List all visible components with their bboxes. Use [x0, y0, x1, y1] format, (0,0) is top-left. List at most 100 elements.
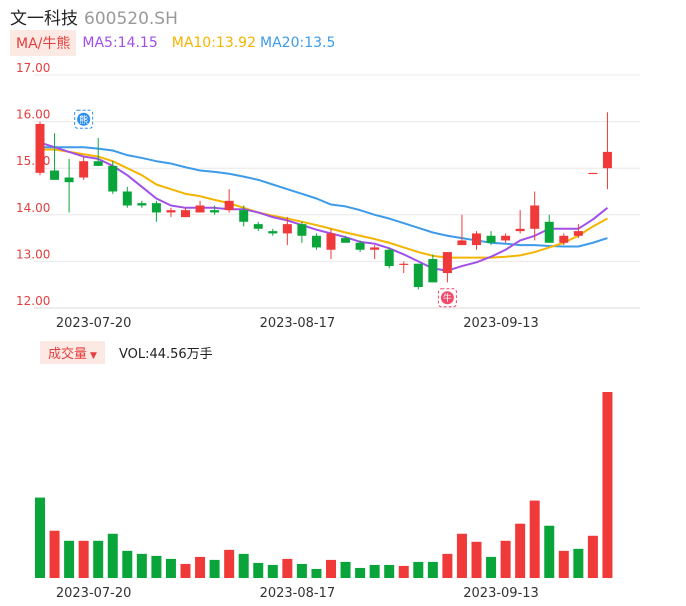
candle	[166, 207, 176, 218]
candle	[544, 214, 554, 243]
candle-body	[602, 151, 612, 169]
volume-bar	[558, 550, 569, 578]
candle-body	[530, 205, 540, 229]
candle-body	[195, 205, 205, 213]
candlesticks	[35, 112, 612, 290]
candle	[399, 261, 409, 274]
volume-indicator-dropdown[interactable]: 成交量 ▼	[40, 341, 105, 364]
volume-bar	[486, 556, 497, 578]
candle	[428, 254, 438, 283]
volume-x-tick-label: 2023-07-20	[56, 586, 132, 601]
volume-bar	[282, 558, 293, 578]
candle	[457, 214, 467, 246]
candle-body	[370, 247, 380, 250]
volume-x-axis: 2023-07-20 2023-08-17 2023-09-13	[56, 586, 539, 601]
candle-body	[428, 259, 438, 283]
candle	[341, 235, 351, 243]
candle-body	[137, 203, 147, 206]
candle	[588, 172, 598, 175]
candle-body	[384, 249, 394, 267]
candle	[239, 205, 249, 227]
volume-bar	[238, 553, 249, 578]
bear-marker: 熊	[74, 109, 94, 129]
candle-body	[297, 224, 307, 236]
candle	[64, 158, 74, 213]
price-grid	[34, 74, 640, 309]
volume-bar	[413, 561, 424, 578]
marker-frame	[74, 109, 94, 129]
volume-bar	[340, 561, 351, 578]
candle	[559, 233, 569, 246]
candle-body	[559, 235, 569, 243]
price-y-tick-label: 17.00	[16, 61, 50, 75]
volume-bar	[122, 550, 133, 578]
candle-body	[151, 203, 161, 213]
price-x-tick-label: 2023-07-20	[56, 316, 132, 331]
candle	[195, 200, 205, 213]
volume-bar	[136, 553, 147, 578]
volume-bar	[93, 540, 104, 578]
volume-bar	[398, 565, 409, 578]
ma10-legend: MA10:13.92	[171, 35, 257, 51]
candle	[108, 161, 118, 194]
candle	[35, 121, 45, 176]
candle	[530, 191, 540, 241]
candle-body	[326, 233, 336, 250]
volume-x-tick-label: 2023-09-13	[463, 586, 539, 601]
price-y-tick-label: 14.00	[16, 201, 50, 215]
candle-body	[399, 263, 409, 265]
price-y-axis: 17.00 16.00 15.00 14.00 13.00 12.00	[16, 61, 50, 308]
candle	[442, 252, 452, 283]
price-x-axis: 2023-07-20 2023-08-17 2023-09-13	[56, 316, 539, 331]
volume-value: VOL:44.56万手	[118, 347, 213, 362]
candle-body	[224, 200, 234, 211]
ma-legend: MA/牛熊 MA5:14.15 MA10:13.92 MA20:13.5	[10, 30, 339, 56]
candle	[515, 210, 525, 234]
volume-x-tick-label: 2023-08-17	[260, 586, 336, 601]
stock-code: 600520.SH	[84, 9, 178, 29]
volume-bar	[369, 564, 380, 578]
volume-bar	[529, 500, 540, 578]
candle	[472, 231, 481, 250]
volume-bar	[602, 392, 613, 578]
candle-body	[486, 235, 496, 243]
volume-bar	[544, 525, 555, 578]
volume-bar	[355, 567, 366, 578]
candle	[181, 207, 190, 218]
volume-bars	[35, 392, 613, 578]
candle-body	[472, 233, 481, 246]
volume-bar	[442, 553, 453, 578]
candle-body	[181, 210, 190, 218]
candle	[122, 186, 132, 208]
volume-bar	[515, 523, 526, 578]
volume-bar	[267, 564, 278, 578]
candle-body	[268, 231, 278, 234]
volume-bar	[326, 559, 336, 578]
candle	[210, 205, 220, 215]
price-y-tick-label: 12.00	[16, 294, 50, 308]
candle-body	[413, 263, 423, 288]
candle-body	[442, 252, 452, 274]
candle	[282, 217, 292, 246]
candle	[486, 231, 496, 246]
candle	[79, 156, 89, 180]
candle-body	[544, 221, 554, 243]
ma-indicator-tab[interactable]: MA/牛熊	[10, 30, 77, 56]
candle	[384, 247, 394, 269]
candle	[326, 228, 336, 260]
candle-body	[50, 170, 60, 180]
volume-bar	[456, 533, 467, 578]
ma5-legend: MA5:14.15	[82, 35, 158, 51]
candle-body	[573, 231, 583, 236]
volume-indicator-label: 成交量	[48, 347, 88, 362]
caret-down-icon: ▼	[90, 351, 97, 361]
price-x-tick-label: 2023-08-17	[260, 316, 336, 331]
candle	[50, 133, 60, 180]
candle	[93, 137, 103, 166]
candle	[268, 228, 278, 236]
candle-body	[457, 240, 467, 246]
bull-icon	[440, 291, 454, 305]
volume-bar	[296, 563, 307, 578]
volume-bar	[165, 558, 176, 578]
